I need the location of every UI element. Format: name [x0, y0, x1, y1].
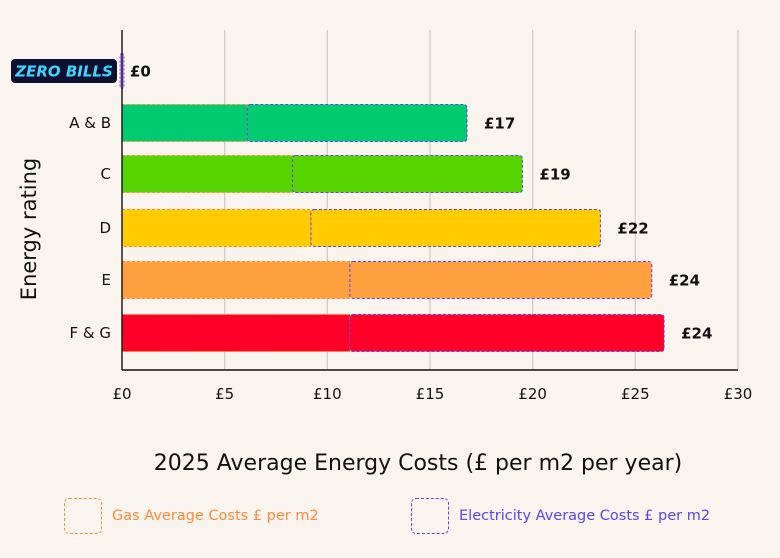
- category-label-2: C: [101, 165, 111, 183]
- data-label-2: £19: [539, 166, 570, 184]
- category-label-1: A & B: [69, 114, 111, 132]
- legend-label-electricity: Electricity Average Costs £ per m2: [459, 508, 711, 524]
- bar-electricity-4: [349, 261, 653, 299]
- legend-item-gas: Gas Average Costs £ per m2: [64, 496, 319, 536]
- legend-label-gas: Gas Average Costs £ per m2: [112, 508, 319, 524]
- data-label-5: £24: [681, 325, 712, 343]
- zero-bills-logo: ZERO BILLS: [11, 59, 117, 83]
- x-tick-label-5: £25: [621, 385, 650, 403]
- data-label-0: £0: [130, 63, 151, 81]
- bar-gas-4: [121, 261, 351, 299]
- data-label-4: £24: [669, 272, 700, 290]
- axes: [121, 30, 738, 371]
- data-label-3: £22: [617, 220, 648, 238]
- x-axis-label: 2025 Average Energy Costs (£ per m2 per …: [154, 451, 682, 476]
- bar-electricity-5: [349, 314, 665, 352]
- bar-electricity-1: [246, 104, 468, 142]
- data-labels: £0 £17 £19 £22 £24 £24: [130, 63, 712, 343]
- x-tick-label-6: £30: [724, 385, 753, 403]
- x-tick-labels: £0 £5 £10 £15 £20 £25 £30: [112, 385, 752, 403]
- bar-gas-3: [121, 209, 312, 247]
- grid: [224, 30, 739, 370]
- bar-gas-5: [121, 314, 351, 352]
- zero-bills-logo-text: ZERO BILLS: [14, 63, 113, 81]
- data-label-1: £17: [484, 115, 515, 133]
- bar-electricity-2: [291, 155, 523, 193]
- x-tick-label-0: £0: [112, 385, 131, 403]
- bars: [119, 53, 665, 352]
- legend-swatch-electricity: [411, 498, 449, 534]
- bar-gas-1: [121, 104, 248, 142]
- category-label-4: E: [102, 271, 111, 289]
- y-axis-label: Energy rating: [17, 158, 41, 300]
- legend-item-electricity: Electricity Average Costs £ per m2: [411, 496, 710, 536]
- category-label-5: F & G: [70, 324, 111, 342]
- bar-electricity-3: [310, 209, 601, 247]
- category-label-3: D: [99, 219, 111, 237]
- x-tick-label-4: £20: [518, 385, 547, 403]
- x-tick-label-1: £5: [215, 385, 234, 403]
- x-tick-label-3: £15: [416, 385, 445, 403]
- bar-gas-2: [121, 155, 293, 193]
- category-labels: ZERO BILLS A & B C D E F & G: [11, 59, 117, 342]
- legend-swatch-gas: [64, 498, 102, 534]
- zero-bills-logo-bg: [11, 59, 117, 83]
- x-tick-label-2: £10: [313, 385, 342, 403]
